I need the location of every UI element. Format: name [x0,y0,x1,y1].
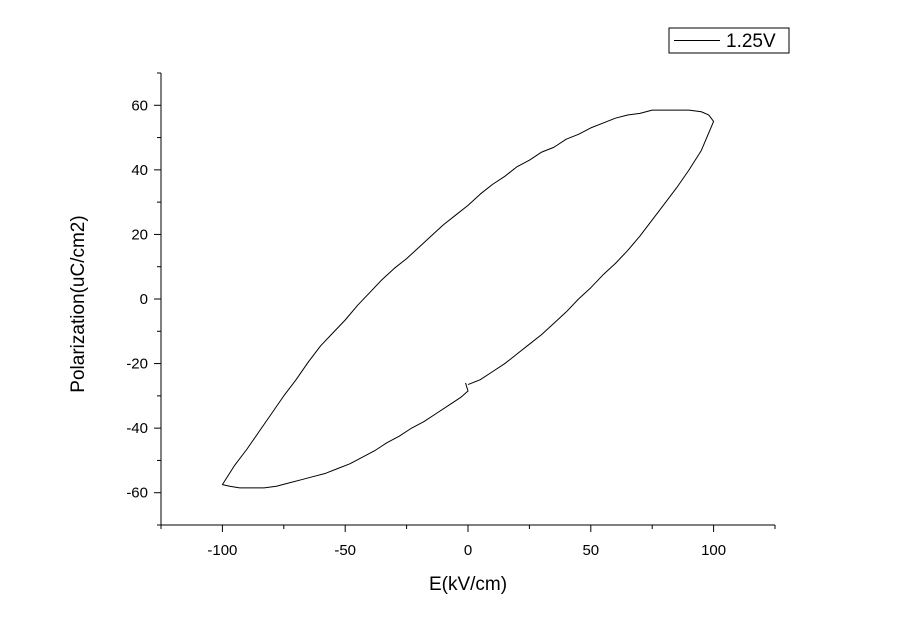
y-axis-title: Polarization(uC/cm2) [68,215,89,392]
x-tick-label: 100 [701,542,726,559]
y-tick-label: 0 [140,291,148,308]
y-tick-label: 20 [131,226,148,243]
x-ticks: -100 -50 0 50 100 [160,525,776,559]
y-tick-label: -60 [126,485,148,502]
x-tick-label: 50 [582,542,599,559]
series-line [221,109,715,489]
legend: 1.25V [668,27,790,54]
y-tick-label: 60 [131,97,148,114]
y-tick-label: -20 [126,356,148,373]
x-axis-title: E(kV/cm) [429,574,507,595]
legend-label: 1.25V [726,31,776,52]
x-tick-label: -50 [334,542,356,559]
y-tick-label: 40 [131,162,148,179]
y-ticks: -60 -40 -20 0 20 40 60 [126,72,161,526]
x-tick-label: 0 [464,542,472,559]
x-tick-label: -100 [207,542,237,559]
plot-area [160,73,775,526]
y-tick-label: -40 [126,420,148,437]
series-layer [221,109,715,489]
